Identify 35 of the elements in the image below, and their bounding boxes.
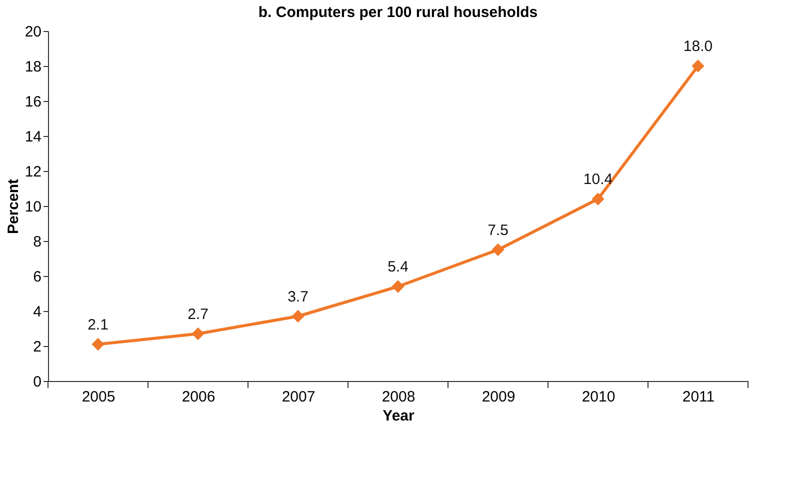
x-tick-label: 2011 xyxy=(682,388,715,406)
x-tick-label: 2009 xyxy=(482,388,516,406)
y-tick-label: 20 xyxy=(24,24,42,40)
data-label: 10.4 xyxy=(583,171,613,188)
point xyxy=(492,243,504,256)
y-tick-label: 8 xyxy=(33,234,42,250)
x-axis-title: Year xyxy=(382,408,415,424)
chart-title: b. Computers per 100 rural households xyxy=(258,4,538,21)
x-tick-label: 2005 xyxy=(82,388,116,406)
y-tick-label: 16 xyxy=(24,94,42,110)
y-tick-label: 10 xyxy=(24,198,42,216)
y-tick-label: 18 xyxy=(24,58,42,76)
point xyxy=(592,192,604,206)
point xyxy=(292,310,304,323)
x-tick-label: 2008 xyxy=(382,388,416,406)
point xyxy=(692,60,704,72)
data-label: 5.4 xyxy=(388,258,408,276)
data-label: 3.7 xyxy=(288,288,308,306)
point xyxy=(192,327,204,340)
y-tick-label: 12 xyxy=(24,164,42,180)
data-label: 2.7 xyxy=(188,306,208,323)
point xyxy=(92,338,104,351)
x-tick-label: 2007 xyxy=(282,388,316,406)
y-tick-label: 14 xyxy=(24,128,42,146)
x-tick-label: 2006 xyxy=(182,388,216,406)
data-label: 18.0 xyxy=(683,38,713,55)
y-tick-label: 2 xyxy=(33,338,42,356)
y-axis-title: Percent xyxy=(4,178,22,234)
point xyxy=(392,280,404,293)
y-tick-label: 6 xyxy=(33,268,42,286)
data-label: 7.5 xyxy=(488,222,508,239)
data-label: 2.1 xyxy=(88,316,108,334)
x-tick-label: 2010 xyxy=(582,388,616,406)
y-tick-label: 0 xyxy=(33,374,42,390)
y-tick-label: 4 xyxy=(33,304,42,320)
